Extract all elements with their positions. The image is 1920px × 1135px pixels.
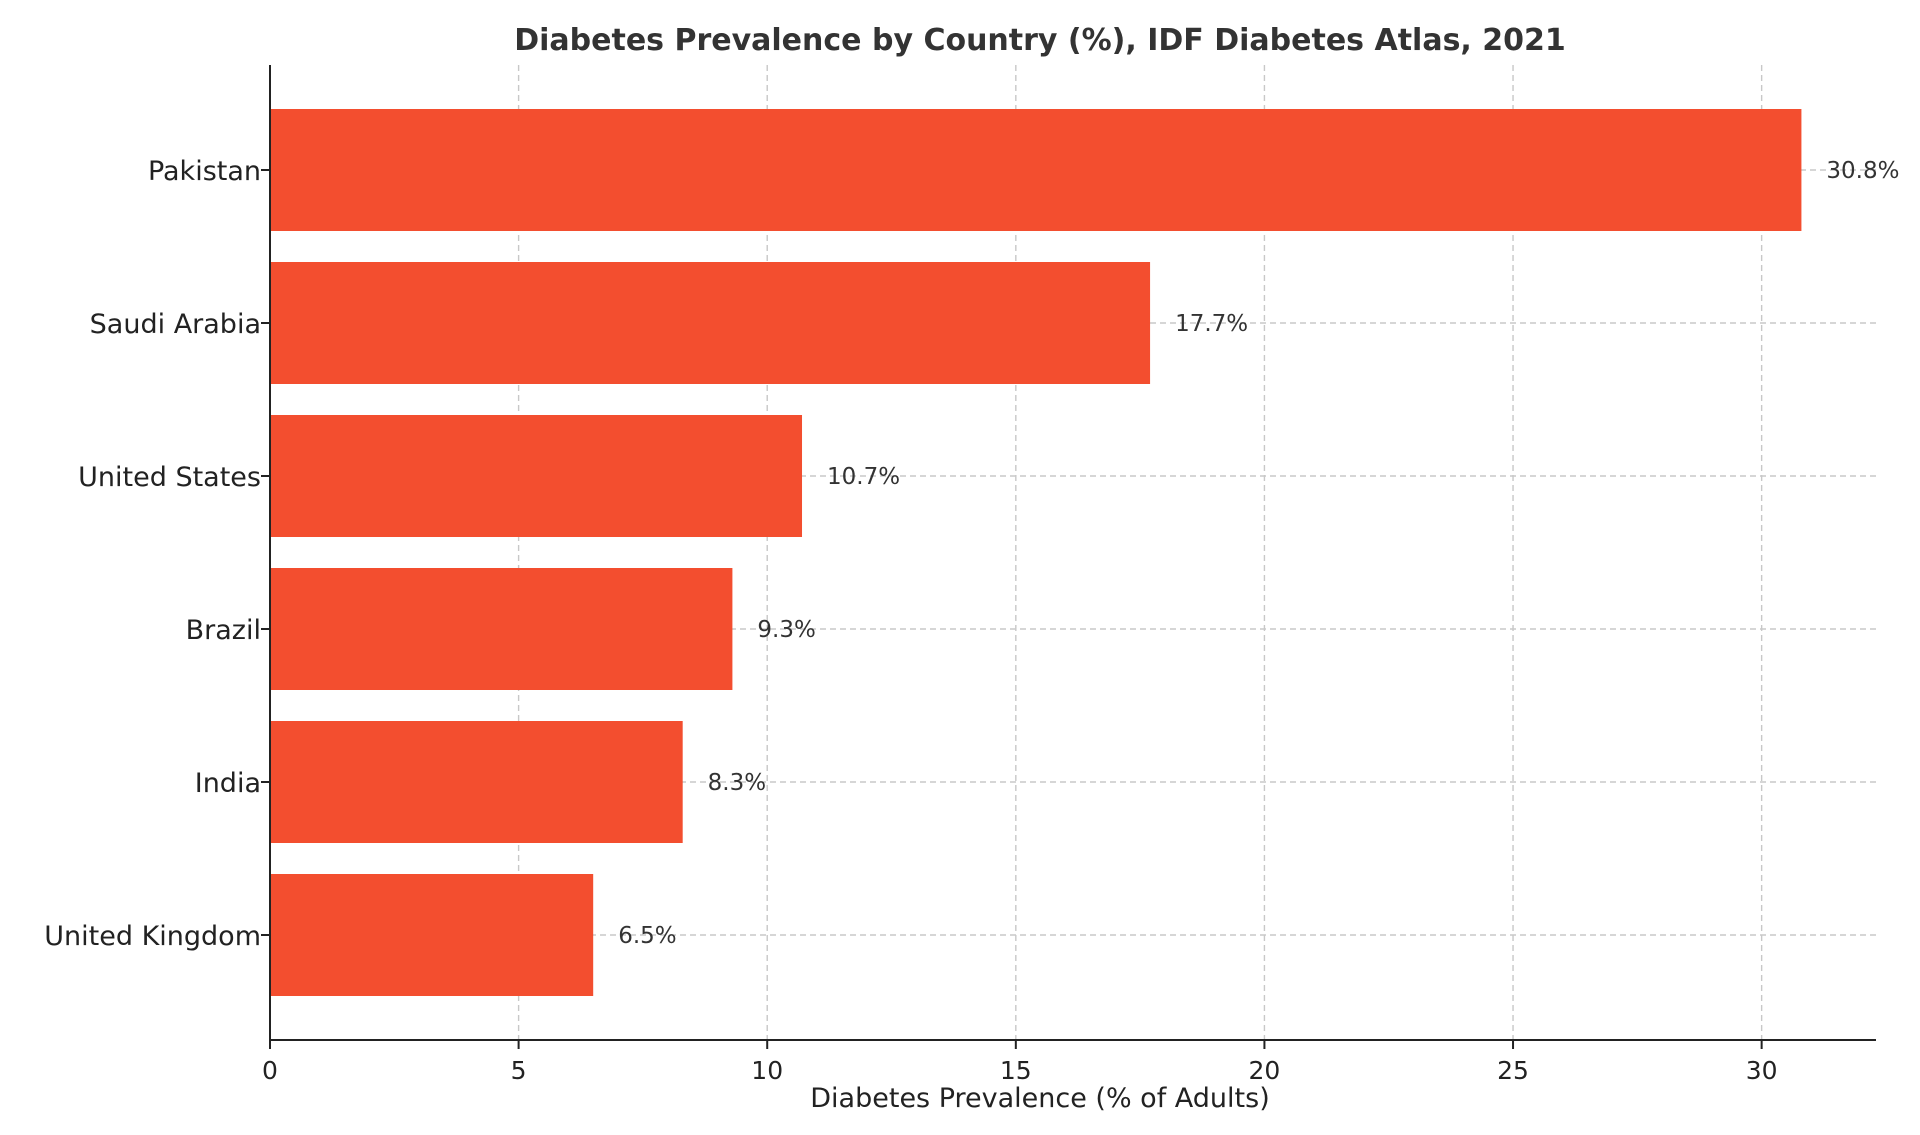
category-label: Saudi Arabia bbox=[90, 309, 261, 340]
value-label: 8.3% bbox=[708, 770, 766, 796]
x-axis-ticks: 0 5 10 15 20 25 30 bbox=[262, 1040, 1778, 1085]
bar bbox=[270, 568, 733, 690]
category-label: United Kingdom bbox=[44, 921, 261, 952]
category-label: United States bbox=[78, 462, 261, 493]
x-tick-label: 25 bbox=[1497, 1056, 1529, 1085]
x-tick-label: 5 bbox=[511, 1056, 527, 1085]
x-tick-label: 10 bbox=[751, 1056, 783, 1085]
value-label: 30.8% bbox=[1826, 158, 1899, 184]
bar bbox=[270, 415, 803, 537]
bar bbox=[270, 874, 594, 996]
value-label: 9.3% bbox=[757, 617, 815, 643]
category-label: Brazil bbox=[186, 615, 261, 646]
y-axis-ticks: Pakistan Saudi Arabia United States Brazil I… bbox=[44, 156, 270, 952]
value-label: 6.5% bbox=[618, 923, 676, 949]
bar bbox=[270, 109, 1802, 231]
category-label: Pakistan bbox=[148, 156, 261, 187]
value-label: 17.7% bbox=[1175, 311, 1248, 337]
value-labels: 30.8% 17.7% 10.7% 9.3% 8.3% 6.5% bbox=[618, 158, 1899, 949]
x-tick-label: 30 bbox=[1746, 1056, 1778, 1085]
value-label: 10.7% bbox=[827, 464, 900, 490]
x-tick-label: 15 bbox=[1000, 1056, 1032, 1085]
axes bbox=[269, 65, 1876, 1041]
chart-title: Diabetes Prevalence by Country (%), IDF … bbox=[514, 23, 1566, 58]
bar bbox=[270, 721, 683, 843]
category-label: India bbox=[195, 768, 261, 799]
bar bbox=[270, 262, 1151, 384]
x-tick-label: 20 bbox=[1249, 1056, 1281, 1085]
x-axis-title: Diabetes Prevalence (% of Adults) bbox=[810, 1083, 1269, 1114]
x-tick-label: 0 bbox=[262, 1056, 278, 1085]
bars bbox=[270, 109, 1802, 996]
